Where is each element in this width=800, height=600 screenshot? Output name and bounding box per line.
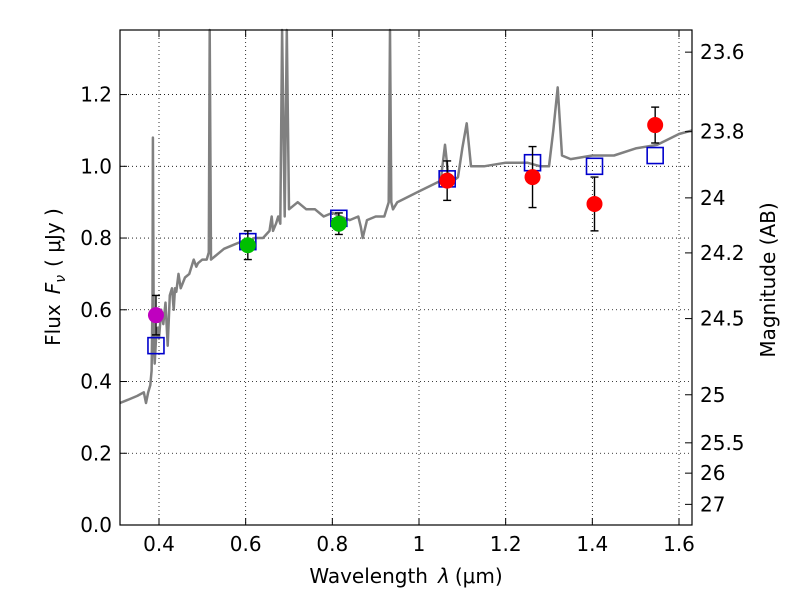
observed-point [524, 169, 541, 186]
mag-tick-label: 24 [700, 186, 725, 210]
observed-points [147, 106, 664, 336]
x-tick-label: 0.6 [230, 532, 262, 556]
observed-point [647, 117, 664, 134]
x-axis-label-symbol: λ [437, 564, 450, 588]
mag-tick-label: 26 [700, 461, 725, 485]
observed-point [330, 215, 347, 232]
y-tick-label: 1.2 [80, 83, 112, 107]
x-tick-label: 1.6 [663, 532, 695, 556]
x-axis-label: Wavelength λ (μm) [309, 564, 502, 588]
axis-ticks: 0.4 0.6 0.8 1 1.2 1.4 1.6 0.0 0.2 0.4 0.6 0.8 1.0 1.2… [80, 30, 745, 556]
mag-tick-label: 24.5 [700, 307, 745, 331]
y-axis-label-text: Flux [41, 304, 65, 346]
x-axis-label-text: Wavelength [309, 564, 428, 588]
observed-point [439, 172, 456, 189]
model-band-square [646, 146, 664, 165]
x-tick-label: 0.8 [316, 532, 348, 556]
y-tick-label: 0.2 [80, 441, 112, 465]
x-axis-label-unit: (μm) [455, 564, 503, 588]
model-band-square [147, 336, 165, 355]
y-axis-label: Flux Fν ( μJy ) [41, 208, 69, 346]
y-tick-label: 1.0 [80, 154, 112, 178]
observed-point [239, 237, 256, 254]
y-tick-label: 0.8 [80, 226, 112, 250]
mag-tick-label: 25.5 [700, 431, 745, 455]
observed-point [147, 307, 164, 324]
y-tick-label: 0.4 [80, 370, 112, 394]
y-axis-label-sub: ν [53, 275, 69, 283]
y-tick-label: 0.0 [80, 513, 112, 537]
mag-tick-label: 25 [700, 383, 725, 407]
y-tick-label: 0.6 [80, 298, 112, 322]
model-band-markers [147, 146, 664, 355]
plot-background [120, 30, 692, 525]
x-tick-label: 1.2 [490, 532, 522, 556]
model-band-square [585, 157, 604, 176]
x-tick-label: 1 [413, 532, 426, 556]
mag-tick-label: 23.8 [700, 120, 745, 144]
y2-axis-label: Magnitude (AB) [756, 202, 780, 357]
y-axis-label-symbol: F [41, 282, 65, 294]
x-tick-label: 1.4 [576, 532, 608, 556]
y-axis-label-unit: ( μJy ) [41, 208, 65, 267]
plot-frame [119, 29, 693, 526]
observed-point [586, 195, 603, 212]
x-tick-label: 0.4 [143, 532, 175, 556]
mag-tick-label: 23.6 [700, 40, 745, 64]
mag-tick-label: 24.2 [700, 241, 745, 265]
mag-tick-label: 27 [700, 492, 725, 516]
